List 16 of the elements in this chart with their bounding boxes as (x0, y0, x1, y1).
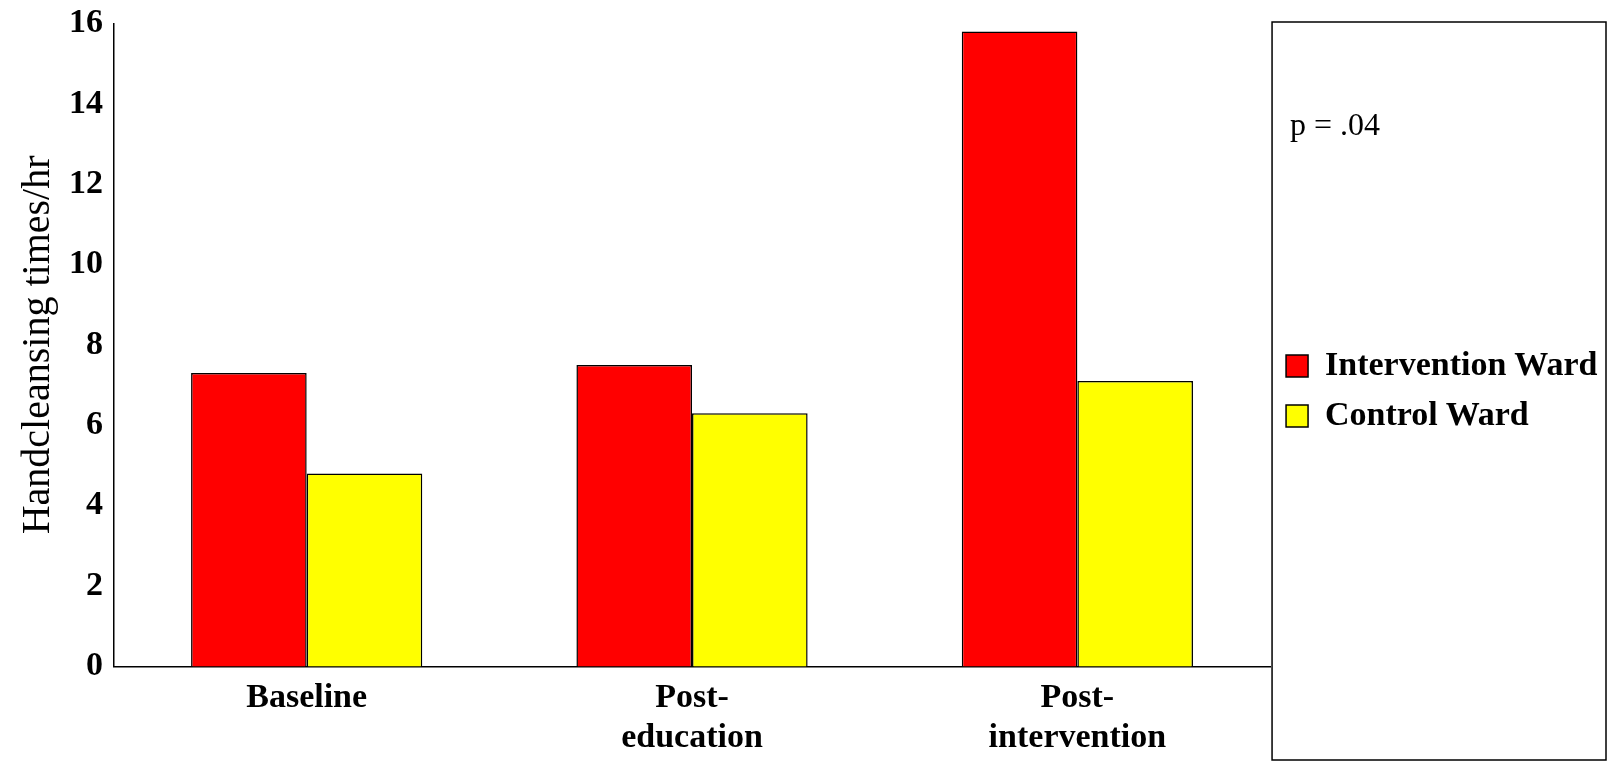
y-tick-label: 16 (69, 2, 103, 40)
y-tick-label: 12 (69, 162, 103, 200)
y-tick-label: 6 (86, 404, 103, 442)
text: p = .04 (1290, 105, 1381, 142)
y-tick-label: 4 (86, 484, 103, 522)
x-tick-label: Post-education (621, 676, 763, 755)
y-tick-label: 0 (86, 645, 103, 683)
x-tick-label: Post-intervention (988, 676, 1167, 755)
y-tick-label: 10 (69, 243, 103, 281)
y-tick-label: 2 (86, 564, 103, 602)
legend-label: Control Ward (1325, 394, 1529, 432)
y-axis-title: Handcleansing times/hr (12, 155, 58, 535)
legend-label: Intervention Ward (1325, 344, 1598, 382)
x-tick-label: Baseline (246, 676, 368, 714)
y-tick-label: 14 (69, 82, 103, 120)
y-tick-label: 8 (86, 323, 103, 361)
